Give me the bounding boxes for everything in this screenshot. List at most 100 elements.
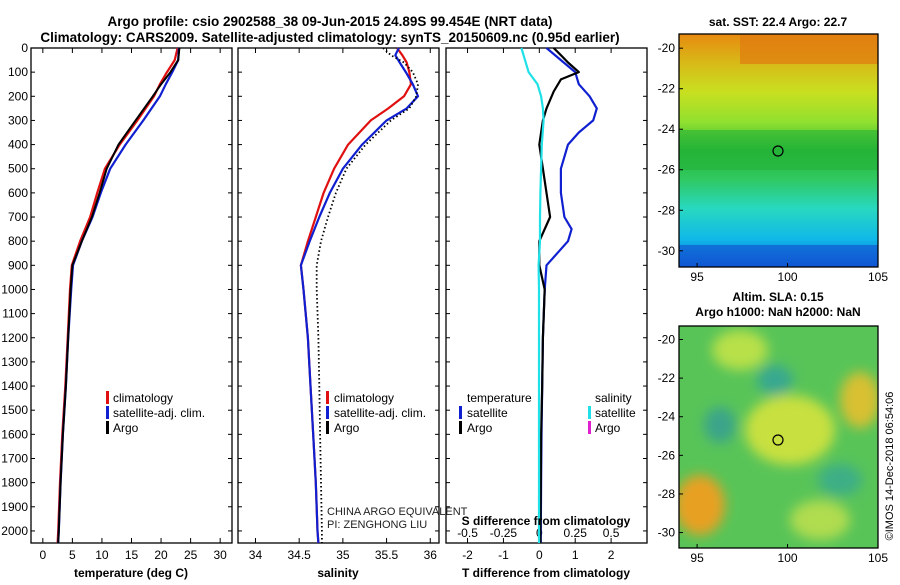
- sla-argo-position-marker: [772, 434, 784, 446]
- x-tick-label: 10: [95, 548, 109, 562]
- difference-plot: -2 -1 0 1 2-0.5 -0.25 0 0.25 0.5: [446, 47, 647, 562]
- sla-teal-blob: [704, 407, 736, 443]
- x-tick-label: 2: [608, 548, 615, 562]
- map-y-tick-label: -30: [658, 526, 676, 540]
- depth-tick-label: 1800: [1, 476, 28, 490]
- credit-text: ©IMOS 14-Dec-2018 06:54:06: [884, 392, 896, 541]
- depth-tick-label: 0: [21, 41, 28, 55]
- watermark-line-2: PI: ZENGHONG LIU: [327, 519, 427, 531]
- x-tick-label: 0: [536, 548, 543, 562]
- legend-marker-s-satellite: [588, 406, 591, 419]
- series-temperature-argo: [538, 47, 580, 543]
- watermark-line-1: CHINA ARGO EQUIVALENT: [327, 506, 468, 518]
- sla-map-frame: [678, 325, 879, 549]
- map-x-tick-label: 105: [868, 270, 888, 284]
- difference-panel-frame: [445, 47, 648, 544]
- map-y-tick-label: -30: [658, 244, 676, 258]
- x-tick-label: 36: [424, 548, 438, 562]
- depth-tick-label: 1900: [1, 500, 28, 514]
- legend-satellite-adj: satellite-adj. clim.: [334, 406, 426, 420]
- temperature-xlabel: temperature (deg C): [74, 566, 188, 580]
- map-y-tick-label: -26: [658, 448, 676, 462]
- sla-teal-blob: [757, 365, 793, 395]
- map-y-tick-label: -20: [658, 41, 676, 55]
- map-y-tick-label: -28: [658, 487, 676, 501]
- sla-map-title-2: Argo h1000: NaN h2000: NaN: [695, 305, 860, 319]
- map-x-tick-label: 95: [690, 551, 704, 565]
- x-tick-label: 35.5: [375, 548, 399, 562]
- sla-yellow-blob: [790, 500, 850, 540]
- depth-tick-label: 1500: [1, 403, 28, 417]
- map-y-tick-label: -22: [658, 371, 676, 385]
- legend-satellite-adj: satellite-adj. clim.: [113, 406, 205, 420]
- x-tick-label: 1: [572, 548, 579, 562]
- legend-marker-climatology: [326, 391, 329, 404]
- legend-climatology: climatology: [113, 391, 173, 405]
- legend-marker-s-argo: [588, 421, 591, 434]
- map-x-tick-label: 95: [690, 270, 704, 284]
- legend-title-salinity: salinity: [595, 391, 632, 405]
- x-tick-label: 25: [184, 548, 198, 562]
- depth-tick-label: 400: [8, 138, 28, 152]
- sst-map: 95 100 105 -20 -22 -24 -26 -28 -30: [658, 33, 889, 284]
- sst-map-title: sat. SST: 22.4 Argo: 22.7: [709, 15, 848, 29]
- map-y-tick-label: -22: [658, 82, 676, 96]
- map-x-tick-label: 100: [778, 551, 798, 565]
- sst-map-ticks: 95 100 105 -20 -22 -24 -26 -28 -30: [658, 41, 889, 284]
- salinity-xlabel: salinity: [317, 566, 359, 580]
- depth-tick-label: 500: [8, 162, 28, 176]
- x-tick-label: 15: [125, 548, 139, 562]
- sst-argo-position-marker: [772, 145, 784, 157]
- legend-marker-satellite: [326, 406, 329, 419]
- legend-s-argo: Argo: [595, 421, 621, 435]
- legend-marker-climatology: [106, 391, 109, 404]
- map-y-tick-label: -24: [658, 122, 676, 136]
- x-tick-label: 34.5: [287, 548, 311, 562]
- x-tick-label: -1: [498, 548, 509, 562]
- series-climatology: [56, 47, 179, 544]
- salinity-legend: climatology satellite-adj. clim. Argo: [326, 391, 426, 435]
- series-satellite-adj-clim-: [299, 47, 420, 544]
- legend-climatology: climatology: [334, 391, 394, 405]
- legend-marker-t-satellite: [459, 406, 462, 419]
- s-difference-xlabel: S difference from climatology: [462, 514, 631, 528]
- sst-map-frame: [678, 33, 879, 268]
- difference-legend-temperature: temperature satellite Argo: [459, 391, 532, 435]
- salinity-plot: 34 34.5 35 35.5 36: [238, 47, 439, 562]
- legend-t-satellite: satellite: [467, 406, 508, 420]
- t-difference-xlabel: T difference from climatology: [462, 566, 630, 580]
- series-salinity-satellite: [520, 47, 545, 543]
- map-x-tick-label: 105: [868, 551, 888, 565]
- series-satellite-adj-clim-: [57, 47, 180, 544]
- sst-blue-edge: [679, 245, 878, 267]
- depth-tick-label: 1200: [1, 331, 28, 345]
- map-y-tick-label: -24: [658, 410, 676, 424]
- map-y-tick-label: -28: [658, 203, 676, 217]
- depth-tick-label: 1100: [2, 307, 28, 321]
- depth-axis-ticks: 0 100 200 300 400 500 600 700 800 900 1000 1100 1200…: [1, 41, 28, 538]
- legend-t-argo: Argo: [467, 421, 493, 435]
- salinity-panel-frame: [237, 47, 440, 544]
- sla-yellow-blob: [745, 395, 835, 465]
- sla-teal-blob: [818, 464, 862, 496]
- depth-tick-label: 800: [8, 234, 28, 248]
- legend-argo: Argo: [113, 421, 139, 435]
- depth-tick-label: 700: [8, 210, 28, 224]
- depth-tick-label: 100: [8, 65, 28, 79]
- legend-marker-argo: [326, 421, 329, 434]
- sla-orange-blob: [840, 372, 878, 428]
- sst-green-band: [679, 130, 878, 170]
- sla-map-title-1: Altim. SLA: 0.15: [732, 290, 824, 304]
- s-tick-label: -0.5: [457, 526, 478, 540]
- x-tick-label: 20: [154, 548, 168, 562]
- depth-tick-label: 200: [8, 89, 28, 103]
- s-tick-label: -0.25: [490, 526, 518, 540]
- sla-map: 95 100 105 -20 -22 -24 -26 -28 -30: [658, 325, 888, 565]
- x-tick-label: 30: [213, 548, 227, 562]
- series-argo: [315, 47, 419, 543]
- map-y-tick-label: -20: [658, 333, 676, 347]
- s-tick-label: 0.5: [603, 526, 620, 540]
- depth-tick-label: 900: [8, 258, 28, 272]
- depth-tick-label: 1000: [1, 282, 28, 296]
